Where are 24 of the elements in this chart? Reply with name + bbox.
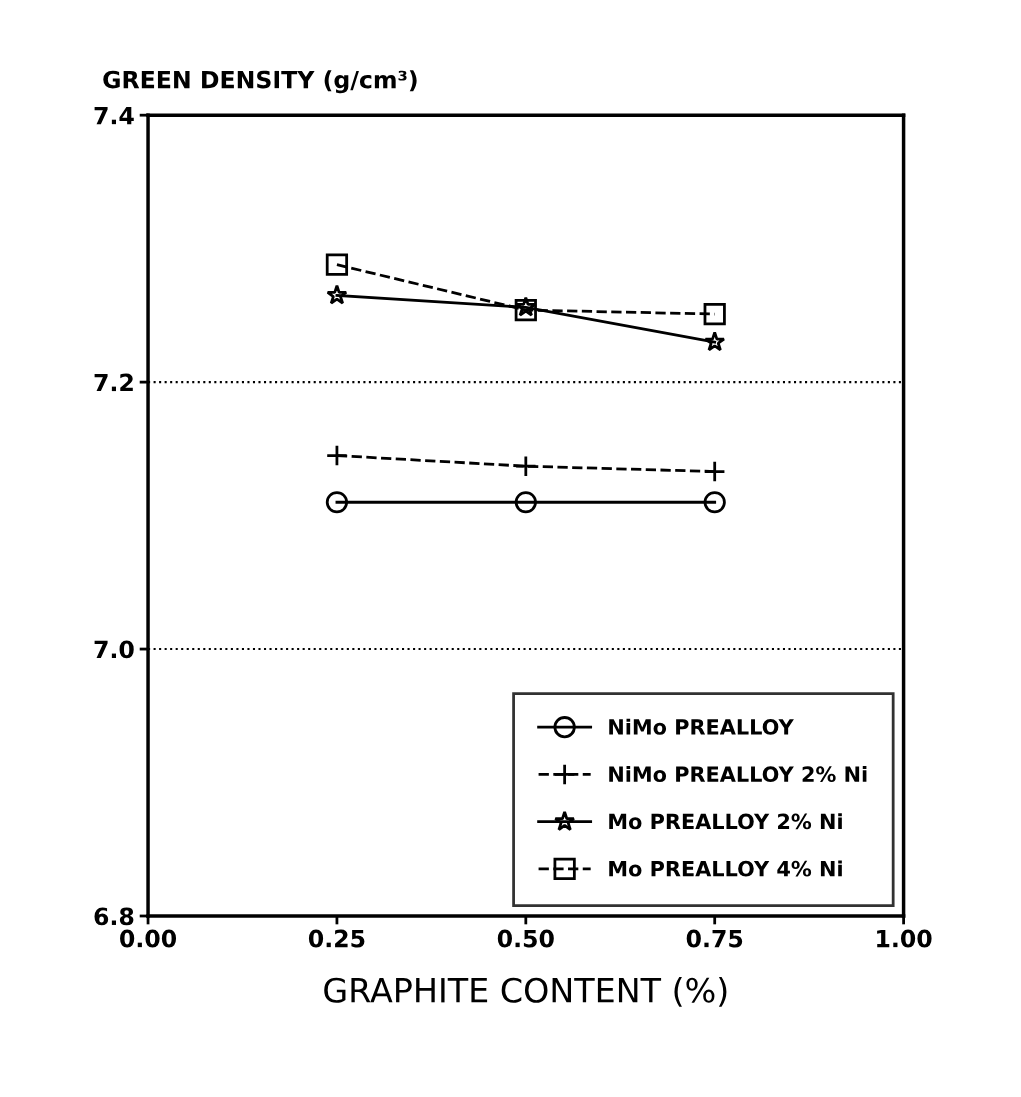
y-tick-label: 6.8 <box>94 907 134 926</box>
point <box>514 298 537 322</box>
legend-label: Mo PREALLOY 2% Ni <box>609 813 842 830</box>
point <box>515 296 537 317</box>
legend-label: NiMo PREALLOY <box>609 718 794 735</box>
y-axis-title: GREEN DENSITY (g/cm³) <box>103 70 417 94</box>
point <box>326 284 348 305</box>
legend-label: NiMo PREALLOY 2% Ni <box>609 765 867 783</box>
x-tick-label: 0.50 <box>497 929 554 948</box>
y-tick-label: 7.2 <box>94 373 133 392</box>
x-tick-label: 1.00 <box>877 929 932 948</box>
x-tick-label: 0.75 <box>686 929 743 948</box>
point <box>325 253 349 276</box>
point <box>514 491 537 514</box>
point <box>703 302 726 326</box>
x-tick-label: 0.00 <box>120 929 177 948</box>
x-tick-label: 0.25 <box>308 929 365 948</box>
y-tick-label: 7.0 <box>94 640 134 659</box>
point <box>325 491 349 514</box>
x-axis-title: GRAPHITE CONTENT (%) <box>324 977 727 1007</box>
point <box>703 491 726 514</box>
point <box>704 330 726 352</box>
y-tick-label: 7.4 <box>94 106 134 125</box>
legend-label: Mo PREALLOY 4% Ni <box>609 860 842 877</box>
